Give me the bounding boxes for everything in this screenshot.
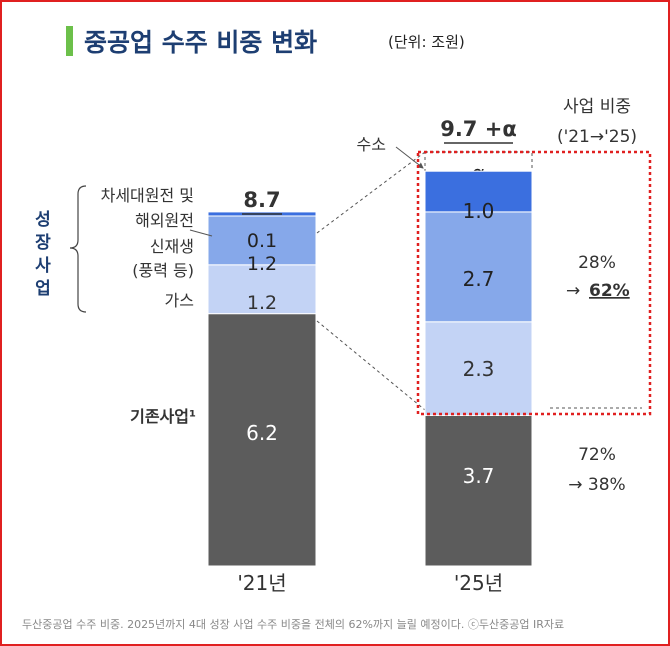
bar-25-gas [424, 321, 533, 416]
x-tick-label-25: '25년 [454, 571, 503, 595]
unit-label: (단위: 조원) [388, 33, 465, 51]
growth-label-char-1: 성 [35, 210, 51, 230]
existing-share-to: → 38% [568, 475, 625, 495]
growth-label-char-2: 장 [35, 233, 51, 253]
bar-25-nuclear [424, 170, 533, 213]
bar-label-21-gas: 1.2 [247, 292, 277, 314]
growth-label-char-3: 사 [35, 256, 51, 276]
share-header-line-1: 사업 비중 [563, 97, 631, 117]
connector-line-bottom [316, 320, 426, 411]
legend-gas: 가스 [165, 291, 194, 310]
legend-nuclear-line-1: 차세대원전 및 [101, 186, 194, 205]
bar-label-25-gas: 2.3 [463, 357, 495, 381]
connector-line-top [316, 151, 426, 234]
caption: 두산중공업 수주 비중. 2025년까지 4대 성장 사업 수주 비중을 전체의… [22, 618, 565, 631]
bar-label-25-nuclear: 1.0 [463, 199, 495, 223]
growth-highlight-box [416, 150, 652, 416]
share-header-line-2: ('21→'25) [557, 127, 637, 147]
bar-21-renewable [207, 215, 317, 266]
legend-existing: 기존사업¹ [130, 407, 196, 426]
bar-label-21-nuclear: 0.1 [247, 230, 277, 252]
total-label-25: 9.7 +α [440, 117, 517, 141]
bar-label-25-renewable: 2.7 [463, 267, 495, 291]
bar-label-21-existing: 6.2 [246, 421, 278, 445]
growth-share-to: 62% [589, 281, 630, 301]
legend-renewable-line-1: 신재생 [150, 237, 194, 256]
chart-title: 중공업 수주 비중 변화 [84, 28, 318, 57]
nuclear-pointer-line [189, 229, 213, 237]
legend-nuclear-line-2: 해외원전 [135, 211, 194, 230]
title-accent-bar [66, 26, 73, 56]
existing-share-from: 72% [578, 445, 616, 465]
bar-label-25-existing: 3.7 [463, 464, 495, 488]
growth-share-arrow: → [566, 281, 580, 301]
legend-hydrogen: 수소 [357, 135, 386, 154]
growth-label-char-4: 업 [35, 279, 51, 299]
bar-label-21-renewable: 1.2 [247, 253, 277, 275]
bar-25-existing [424, 414, 533, 567]
legend-renewable-line-2: (풍력 등) [132, 261, 194, 280]
growth-share-from: 28% [578, 253, 616, 273]
bar-21-gas [207, 264, 317, 315]
x-tick-label-21: '21년 [237, 571, 286, 595]
total-label-21: 8.7 [243, 188, 280, 212]
growth-bracket [69, 185, 87, 313]
hydrogen-pointer-line [395, 146, 424, 169]
bar-21-existing [207, 313, 317, 567]
bar-25-renewable [424, 211, 533, 323]
